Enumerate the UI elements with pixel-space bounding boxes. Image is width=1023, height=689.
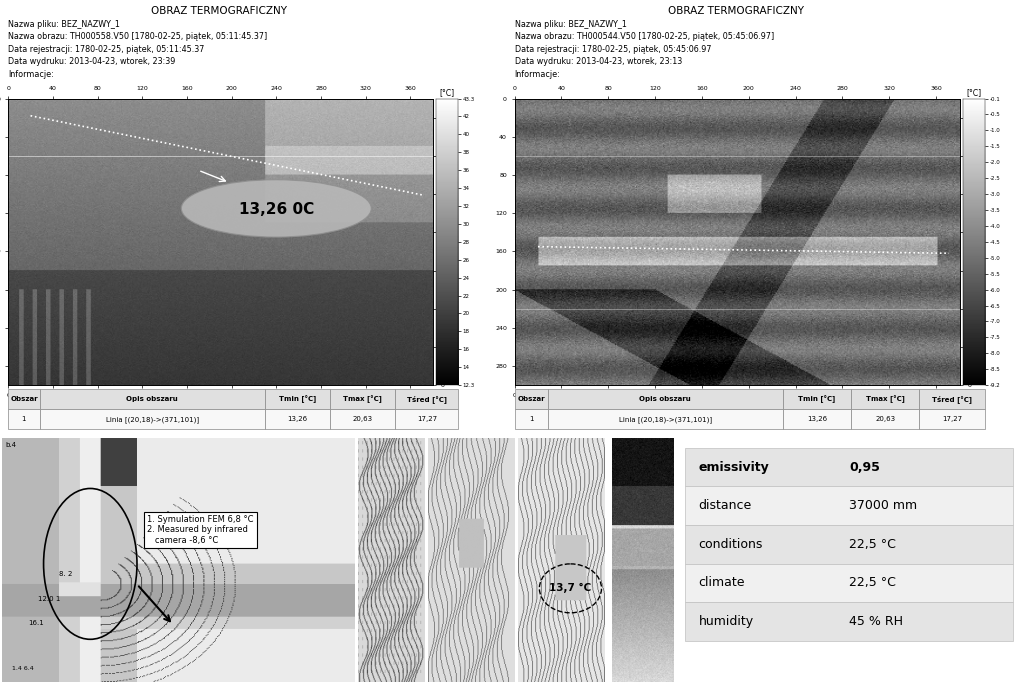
Text: Nazwa obrazu: TH000544.V50 [1780-02-25, piątek, 05:45:06.97]: Nazwa obrazu: TH000544.V50 [1780-02-25, … xyxy=(515,32,773,41)
Bar xyxy=(920,389,985,409)
Bar xyxy=(395,389,458,409)
Bar xyxy=(920,409,985,429)
Text: 8. 2: 8. 2 xyxy=(59,571,73,577)
Text: Linia [(20,18)->(371,101)]: Linia [(20,18)->(371,101)] xyxy=(105,416,198,422)
Text: Nazwa pliku: BEZ_NAZWY_1: Nazwa pliku: BEZ_NAZWY_1 xyxy=(8,20,120,29)
Text: distance: distance xyxy=(699,500,752,512)
Text: 13,26 0C: 13,26 0C xyxy=(238,202,314,217)
Text: OBRAZ TERMOGRAFICZNY: OBRAZ TERMOGRAFICZNY xyxy=(151,6,286,17)
Bar xyxy=(685,602,1013,641)
Bar xyxy=(40,389,265,409)
Text: Tśred [°C]: Tśred [°C] xyxy=(407,395,447,403)
Text: Tmax [°C]: Tmax [°C] xyxy=(343,395,383,403)
Text: 1.4 6.4: 1.4 6.4 xyxy=(12,666,34,671)
Bar xyxy=(685,564,1013,602)
Bar xyxy=(851,409,920,429)
Text: Data rejestracji: 1780-02-25, piątek, 05:45:06.97: Data rejestracji: 1780-02-25, piątek, 05… xyxy=(515,45,711,54)
Text: Opis obszaru: Opis obszaru xyxy=(639,396,691,402)
Text: 1: 1 xyxy=(21,416,27,422)
Text: Informacje:: Informacje: xyxy=(515,70,561,79)
Bar xyxy=(547,389,783,409)
Text: 20,63: 20,63 xyxy=(353,416,372,422)
Bar xyxy=(395,409,458,429)
Text: 1. Symulation FEM 6,8 °C
2. Measured by infrared
   camera -8,6 °C: 1. Symulation FEM 6,8 °C 2. Measured by … xyxy=(147,515,254,545)
Bar xyxy=(851,389,920,409)
Text: emissivity: emissivity xyxy=(699,461,769,473)
Bar xyxy=(330,389,395,409)
Text: Tmax [°C]: Tmax [°C] xyxy=(865,395,904,403)
Bar xyxy=(685,448,1013,486)
Text: climate: climate xyxy=(699,577,745,589)
Text: 22,5 °C: 22,5 °C xyxy=(849,538,896,551)
Text: Tśred [°C]: Tśred [°C] xyxy=(932,395,972,403)
Text: 0,95: 0,95 xyxy=(849,461,880,473)
Text: 16.1: 16.1 xyxy=(28,620,44,626)
Text: 13,7 °C: 13,7 °C xyxy=(549,584,591,593)
Text: 22,5 °C: 22,5 °C xyxy=(849,577,896,589)
Ellipse shape xyxy=(181,180,371,237)
Bar xyxy=(265,409,330,429)
Text: 17,27: 17,27 xyxy=(416,416,437,422)
Bar xyxy=(515,409,547,429)
Text: OBRAZ TERMOGRAFICZNY: OBRAZ TERMOGRAFICZNY xyxy=(668,6,803,17)
Bar xyxy=(685,486,1013,525)
Text: Obszar: Obszar xyxy=(518,396,545,402)
Text: 1: 1 xyxy=(529,416,533,422)
Text: 13,26: 13,26 xyxy=(287,416,308,422)
Text: Data wydruku: 2013-04-23, wtorek, 23:13: Data wydruku: 2013-04-23, wtorek, 23:13 xyxy=(515,57,681,66)
Text: [°C]: [°C] xyxy=(440,88,454,97)
Text: Nazwa obrazu: TH000558.V50 [1780-02-25, piątek, 05:11:45.37]: Nazwa obrazu: TH000558.V50 [1780-02-25, … xyxy=(8,32,267,41)
Text: 45 % RH: 45 % RH xyxy=(849,615,903,628)
Bar xyxy=(265,389,330,409)
Bar xyxy=(783,409,851,429)
Text: conditions: conditions xyxy=(699,538,763,551)
Text: Data wydruku: 2013-04-23, wtorek, 23:39: Data wydruku: 2013-04-23, wtorek, 23:39 xyxy=(8,57,176,66)
Bar xyxy=(783,389,851,409)
Text: Informacje:: Informacje: xyxy=(8,70,54,79)
Text: 17,27: 17,27 xyxy=(942,416,963,422)
Text: Nazwa pliku: BEZ_NAZWY_1: Nazwa pliku: BEZ_NAZWY_1 xyxy=(515,20,626,29)
Text: Opis obszaru: Opis obszaru xyxy=(127,396,178,402)
Text: humidity: humidity xyxy=(699,615,754,628)
Text: [°C]: [°C] xyxy=(967,88,981,97)
Text: 12.0 1: 12.0 1 xyxy=(39,595,60,601)
Text: Data rejestracji: 1780-02-25, piątek, 05:11:45.37: Data rejestracji: 1780-02-25, piątek, 05… xyxy=(8,45,205,54)
Bar xyxy=(515,389,547,409)
Bar xyxy=(40,409,265,429)
Bar xyxy=(547,409,783,429)
Text: 13,26: 13,26 xyxy=(807,416,827,422)
Text: 37000 mm: 37000 mm xyxy=(849,500,918,512)
Text: Tmin [°C]: Tmin [°C] xyxy=(278,395,316,403)
Text: Tmin [°C]: Tmin [°C] xyxy=(798,395,836,403)
Text: Obszar: Obszar xyxy=(10,396,38,402)
Bar xyxy=(8,389,40,409)
Bar xyxy=(685,525,1013,564)
Bar xyxy=(330,409,395,429)
Bar xyxy=(8,409,40,429)
Text: Linia [(20,18)->(371,101)]: Linia [(20,18)->(371,101)] xyxy=(619,416,712,422)
Text: b.4: b.4 xyxy=(5,442,16,449)
Text: 20,63: 20,63 xyxy=(875,416,895,422)
